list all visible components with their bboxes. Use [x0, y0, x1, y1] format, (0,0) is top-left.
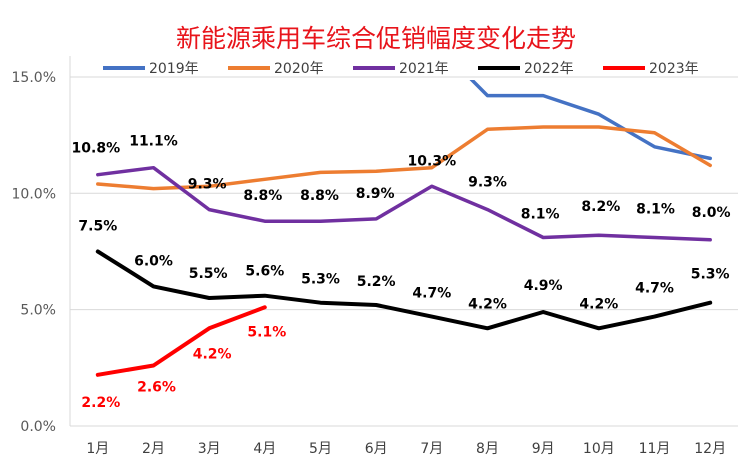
x-tick-label: 5月	[309, 441, 332, 457]
data-label: 4.7%	[635, 281, 674, 297]
legend-label: 2020年	[274, 61, 324, 77]
legend-item: 2021年	[353, 61, 449, 77]
x-tick-label: 10月	[583, 441, 615, 457]
x-tick-label: 6月	[365, 441, 388, 457]
x-tick-label: 11月	[639, 441, 671, 457]
y-tick-label: 10.0%	[12, 186, 56, 202]
data-label: 8.1%	[636, 202, 675, 218]
x-axis: 1月 2月 3月 4月 5月 6月 7月 8月 9月 10月 11月 12月	[86, 441, 726, 457]
data-label: 9.3%	[188, 177, 227, 193]
legend-label: 2022年	[524, 61, 574, 77]
x-tick-label: 1月	[86, 441, 109, 457]
data-label: 2.6%	[137, 379, 176, 395]
data-label: 10.8%	[72, 141, 121, 157]
series-line-2020年	[96, 125, 712, 191]
data-label: 4.9%	[524, 278, 563, 294]
data-label: 5.3%	[691, 267, 730, 283]
x-tick-label: 7月	[420, 441, 443, 457]
x-tick-label: 3月	[198, 441, 221, 457]
data-label: 5.6%	[245, 264, 284, 280]
data-label: 4.2%	[579, 296, 618, 312]
legend-label: 2019年	[149, 61, 199, 77]
data-label: 7.5%	[78, 218, 117, 234]
data-label: 5.3%	[301, 272, 340, 288]
y-tick-label: 15.0%	[12, 70, 56, 86]
x-tick-label: 2月	[142, 441, 165, 457]
data-label: 9.3%	[468, 175, 507, 191]
series-line-2019年	[469, 80, 712, 161]
x-tick-label: 8月	[476, 441, 499, 457]
legend-item: 2019年	[103, 61, 199, 77]
data-label: 4.2%	[468, 296, 507, 312]
data-label: 4.2%	[193, 346, 232, 362]
data-labels: 10.8% 11.1% 9.3% 8.8% 8.8% 8.9% 10.3% 9.3% 8.1% 8…	[72, 134, 731, 411]
legend-item: 2023年	[603, 61, 699, 77]
legend-label: 2023年	[649, 61, 699, 77]
data-label: 11.1%	[129, 134, 178, 150]
chart-title: 新能源乘用车综合促销幅度变化走势	[176, 24, 576, 53]
data-label: 8.8%	[243, 188, 282, 204]
data-label: 5.2%	[357, 274, 396, 290]
y-axis: 0.0% 5.0% 10.0% 15.0%	[12, 56, 71, 435]
legend: 2019年 2020年 2021年 2022年 2023年	[103, 61, 699, 77]
y-tick-label: 0.0%	[20, 419, 56, 435]
y-tick-label: 5.0%	[20, 303, 56, 319]
data-label: 5.5%	[189, 266, 228, 282]
data-label: 8.2%	[581, 199, 620, 215]
legend-label: 2021年	[399, 61, 449, 77]
data-label: 2.2%	[81, 395, 120, 411]
legend-item: 2020年	[228, 61, 324, 77]
data-label: 8.1%	[521, 207, 560, 223]
data-label: 8.0%	[692, 205, 731, 221]
x-tick-label: 9月	[532, 441, 555, 457]
data-label: 5.1%	[247, 324, 286, 340]
series-line-2022年	[95, 249, 713, 331]
data-label: 4.7%	[412, 286, 451, 302]
series-layer	[95, 80, 713, 377]
x-tick-label: 12月	[694, 441, 726, 457]
data-label: 6.0%	[134, 253, 173, 269]
data-label: 8.8%	[300, 188, 339, 204]
data-label: 10.3%	[408, 153, 457, 169]
series-line-2023年	[95, 305, 267, 377]
x-tick-label: 4月	[253, 441, 276, 457]
legend-item: 2022年	[478, 61, 574, 77]
series-line-2021年	[96, 165, 712, 242]
data-label: 8.9%	[356, 186, 395, 202]
